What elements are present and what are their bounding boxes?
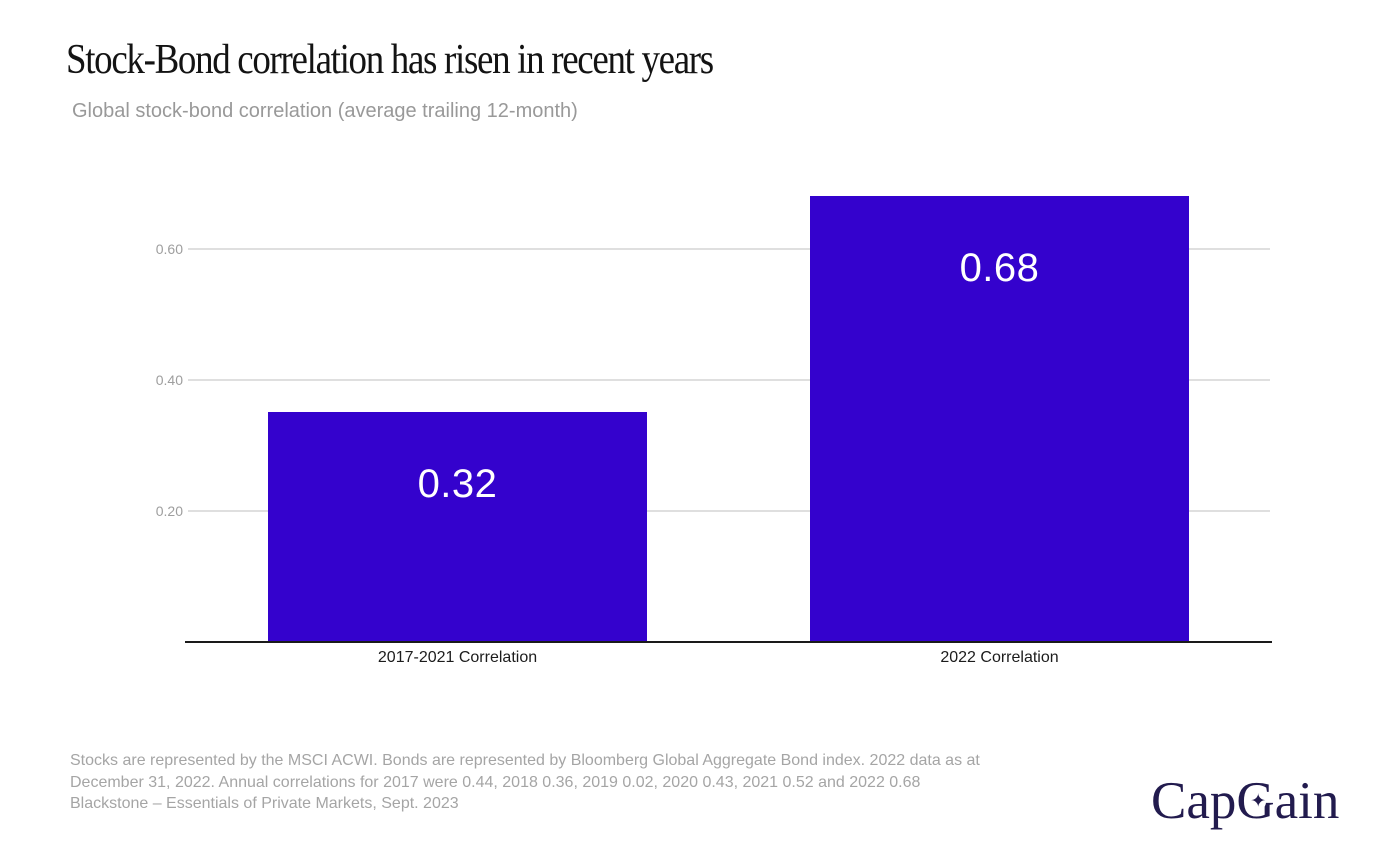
chart-subtitle: Global stock-bond correlation (average t… — [72, 100, 578, 122]
bar-value-label: 0.32 — [417, 462, 498, 506]
source-note-line: Blackstone – Essentials of Private Marke… — [70, 795, 459, 812]
gridline — [188, 248, 1270, 250]
y-tick-label: 0.20 — [155, 503, 183, 519]
logo-text-ain: ain — [1274, 772, 1340, 830]
y-tick-label: 0.40 — [155, 372, 183, 388]
gridline — [188, 379, 1270, 381]
page-title: Stock-Bond correlation has risen in rece… — [66, 37, 714, 83]
source-note-line: Stocks are represented by the MSCI ACWI.… — [70, 752, 980, 769]
x-axis-line — [185, 641, 1272, 643]
bar: 0.32 — [268, 412, 647, 642]
source-note-line: December 31, 2022. Annual correlations f… — [70, 773, 921, 791]
logo-text-cap: Cap — [1151, 772, 1237, 830]
bar-value-label: 0.68 — [959, 246, 1040, 290]
capgain-logo: CapG✦ain — [1151, 775, 1339, 828]
x-tick-label: 2017-2021 Correlation — [377, 649, 538, 666]
gridline — [188, 510, 1270, 512]
source-note: Stocks are represented by the MSCI ACWI.… — [70, 750, 980, 815]
x-tick-label: 2022 Correlation — [940, 649, 1059, 666]
logo-letter-g: G✦ — [1236, 775, 1274, 828]
y-tick-label: 0.60 — [155, 241, 183, 257]
bar: 0.68 — [810, 196, 1189, 642]
sparkle-icon: ✦ — [1250, 790, 1267, 812]
